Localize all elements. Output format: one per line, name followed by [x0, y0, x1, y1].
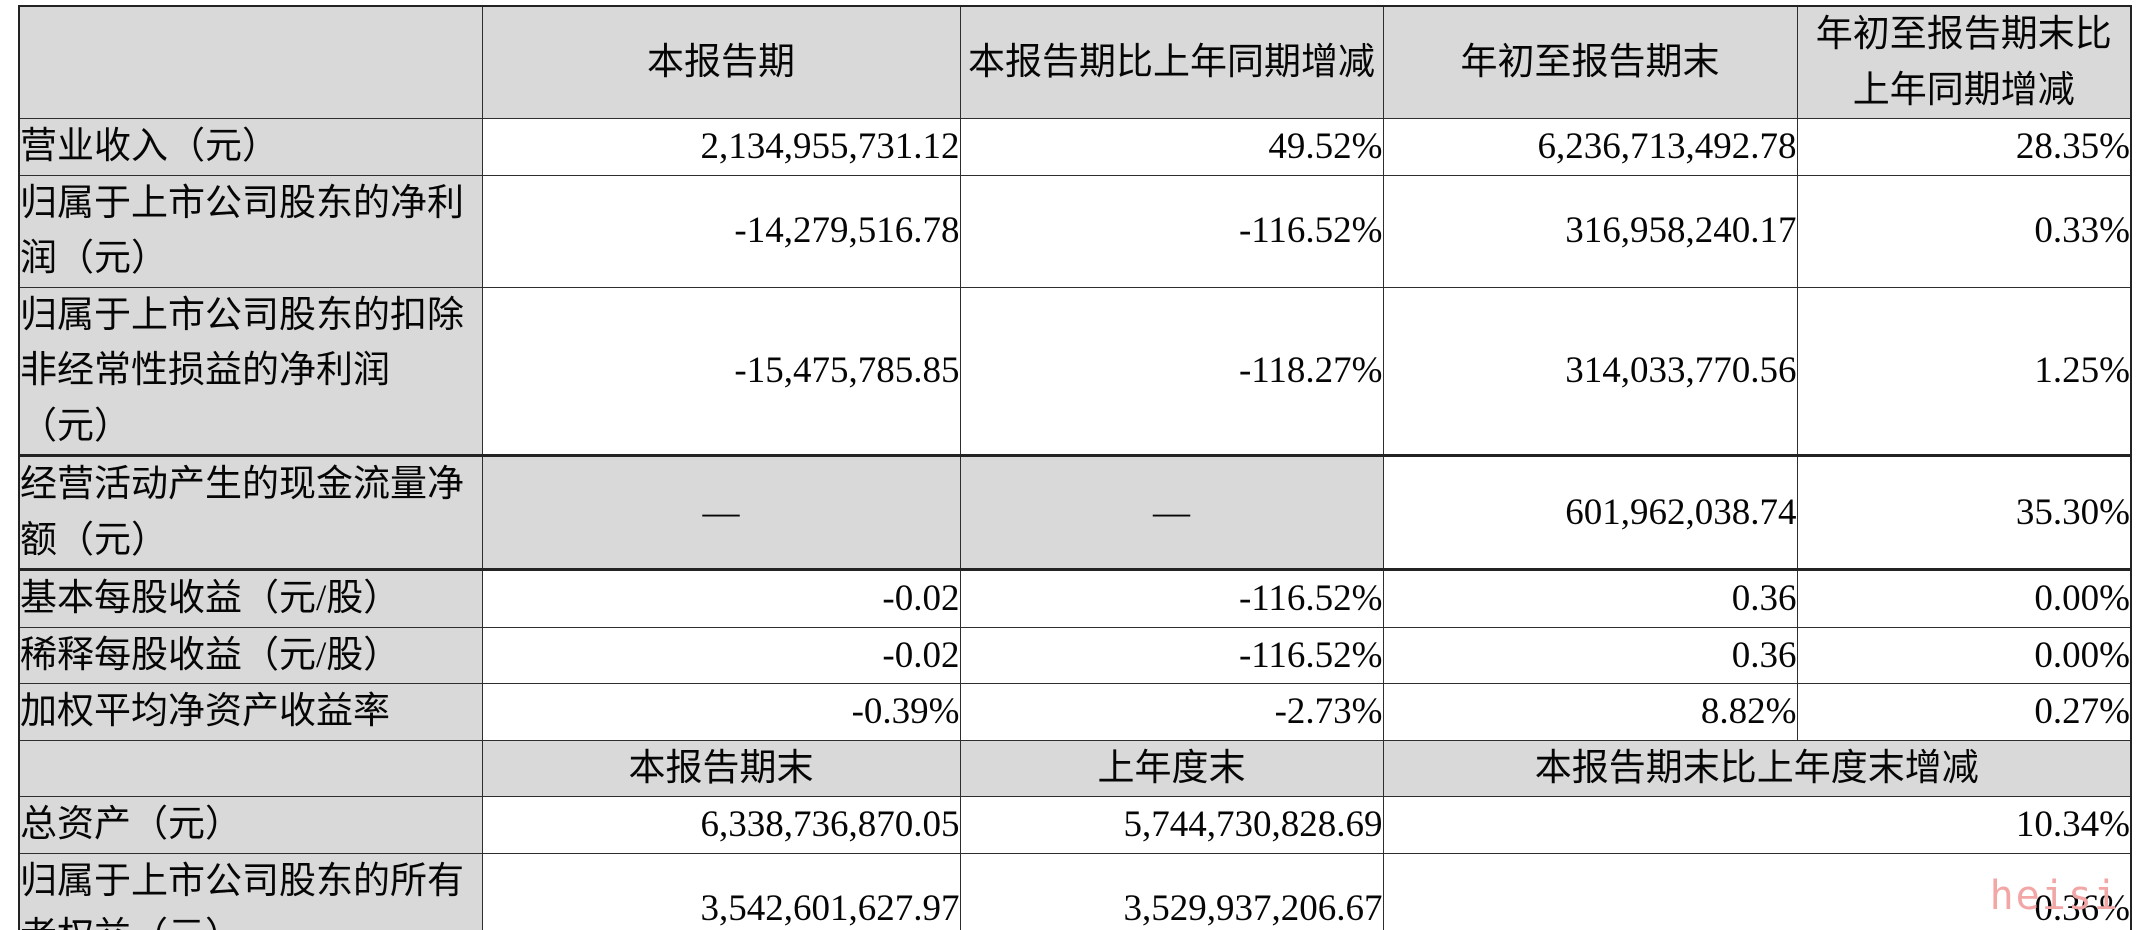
header-current-period: 本报告期 — [481, 5, 961, 119]
header-period-end-change: 本报告期末比上年度末增减 — [1382, 739, 2132, 797]
watermark: heisi — [1989, 873, 2120, 919]
row-total-assets: 总资产（元） 6,338,736,870.05 5,744,730,828.69… — [18, 796, 2132, 854]
value-current: -0.02 — [481, 569, 961, 628]
value-ytd: 8.82% — [1382, 683, 1798, 741]
value-change: 10.34% — [1382, 796, 2132, 854]
top-header-row: 本报告期 本报告期比上年同期增减 年初至报告期末 年初至报告期末比上年同期增减 — [18, 5, 2132, 119]
value-yoy-dash: — — [959, 454, 1384, 571]
value-ytd: 314,033,770.56 — [1382, 286, 1798, 456]
row-basic-eps: 基本每股收益（元/股） -0.02 -116.52% 0.36 0.00% — [18, 569, 2132, 628]
value-ytd: 316,958,240.17 — [1382, 174, 1798, 288]
row-label: 归属于上市公司股东的扣除非经常性损益的净利润（元） — [18, 286, 483, 456]
row-label: 总资产（元） — [18, 796, 483, 854]
header-ytd: 年初至报告期末 — [1382, 5, 1798, 119]
row-label: 归属于上市公司股东的净利润（元） — [18, 174, 483, 288]
value-ytd-yoy: 28.35% — [1796, 118, 2132, 176]
header-ytd-vs-prior-yoy: 年初至报告期末比上年同期增减 — [1796, 5, 2132, 119]
row-label: 营业收入（元） — [18, 118, 483, 176]
value-change: 0.36% — [1382, 852, 2132, 930]
value-yoy: -2.73% — [959, 683, 1384, 741]
value-current: -0.02 — [481, 626, 961, 684]
row-weighted-roe: 加权平均净资产收益率 -0.39% -2.73% 8.82% 0.27% — [18, 683, 2132, 741]
value-current: -15,475,785.85 — [481, 286, 961, 456]
value-ytd: 0.36 — [1382, 626, 1798, 684]
value-yoy: -118.27% — [959, 286, 1384, 456]
value-current: 2,134,955,731.12 — [481, 118, 961, 176]
row-label: 基本每股收益（元/股） — [18, 569, 483, 628]
row-label: 稀释每股收益（元/股） — [18, 626, 483, 684]
value-current: -14,279,516.78 — [481, 174, 961, 288]
row-operating-cash-flow: 经营活动产生的现金流量净额（元） — — 601,962,038.74 35.3… — [18, 454, 2132, 571]
row-net-profit-deducted: 归属于上市公司股东的扣除非经常性损益的净利润（元） -15,475,785.85… — [18, 286, 2132, 456]
row-label: 经营活动产生的现金流量净额（元） — [18, 454, 483, 571]
value-yoy: -116.52% — [959, 174, 1384, 288]
value-prior-year-end: 3,529,937,206.67 — [959, 852, 1384, 930]
period-header-row: 本报告期末 上年度末 本报告期末比上年度末增减 — [18, 739, 2132, 797]
value-ytd: 6,236,713,492.78 — [1382, 118, 1798, 176]
value-ytd-yoy: 0.33% — [1796, 174, 2132, 288]
value-ytd: 601,962,038.74 — [1382, 454, 1798, 571]
row-equity: 归属于上市公司股东的所有者权益（元） 3,542,601,627.97 3,52… — [18, 852, 2132, 930]
value-current-dash: — — [481, 454, 961, 571]
value-ytd-yoy: 35.30% — [1796, 454, 2132, 571]
value-yoy: 49.52% — [959, 118, 1384, 176]
row-label: 加权平均净资产收益率 — [18, 683, 483, 741]
header-current-vs-prior-yoy: 本报告期比上年同期增减 — [959, 5, 1384, 119]
value-ytd: 0.36 — [1382, 569, 1798, 628]
header-period-end: 本报告期末 — [481, 739, 961, 797]
row-operating-revenue: 营业收入（元） 2,134,955,731.12 49.52% 6,236,71… — [18, 118, 2132, 176]
row-net-profit: 归属于上市公司股东的净利润（元） -14,279,516.78 -116.52%… — [18, 174, 2132, 288]
value-ytd-yoy: 0.00% — [1796, 626, 2132, 684]
value-period-end: 6,338,736,870.05 — [481, 796, 961, 854]
value-ytd-yoy: 0.00% — [1796, 569, 2132, 628]
header-corner-cell — [18, 739, 483, 797]
value-yoy: -116.52% — [959, 626, 1384, 684]
value-yoy: -116.52% — [959, 569, 1384, 628]
value-prior-year-end: 5,744,730,828.69 — [959, 796, 1384, 854]
row-label: 归属于上市公司股东的所有者权益（元） — [18, 852, 483, 930]
value-ytd-yoy: 1.25% — [1796, 286, 2132, 456]
header-corner-cell — [18, 5, 483, 119]
value-period-end: 3,542,601,627.97 — [481, 852, 961, 930]
financial-summary-table: 本报告期 本报告期比上年同期增减 年初至报告期末 年初至报告期末比上年同期增减 … — [18, 5, 2132, 930]
row-diluted-eps: 稀释每股收益（元/股） -0.02 -116.52% 0.36 0.00% — [18, 626, 2132, 684]
value-ytd-yoy: 0.27% — [1796, 683, 2132, 741]
value-current: -0.39% — [481, 683, 961, 741]
header-prior-year-end: 上年度末 — [959, 739, 1384, 797]
